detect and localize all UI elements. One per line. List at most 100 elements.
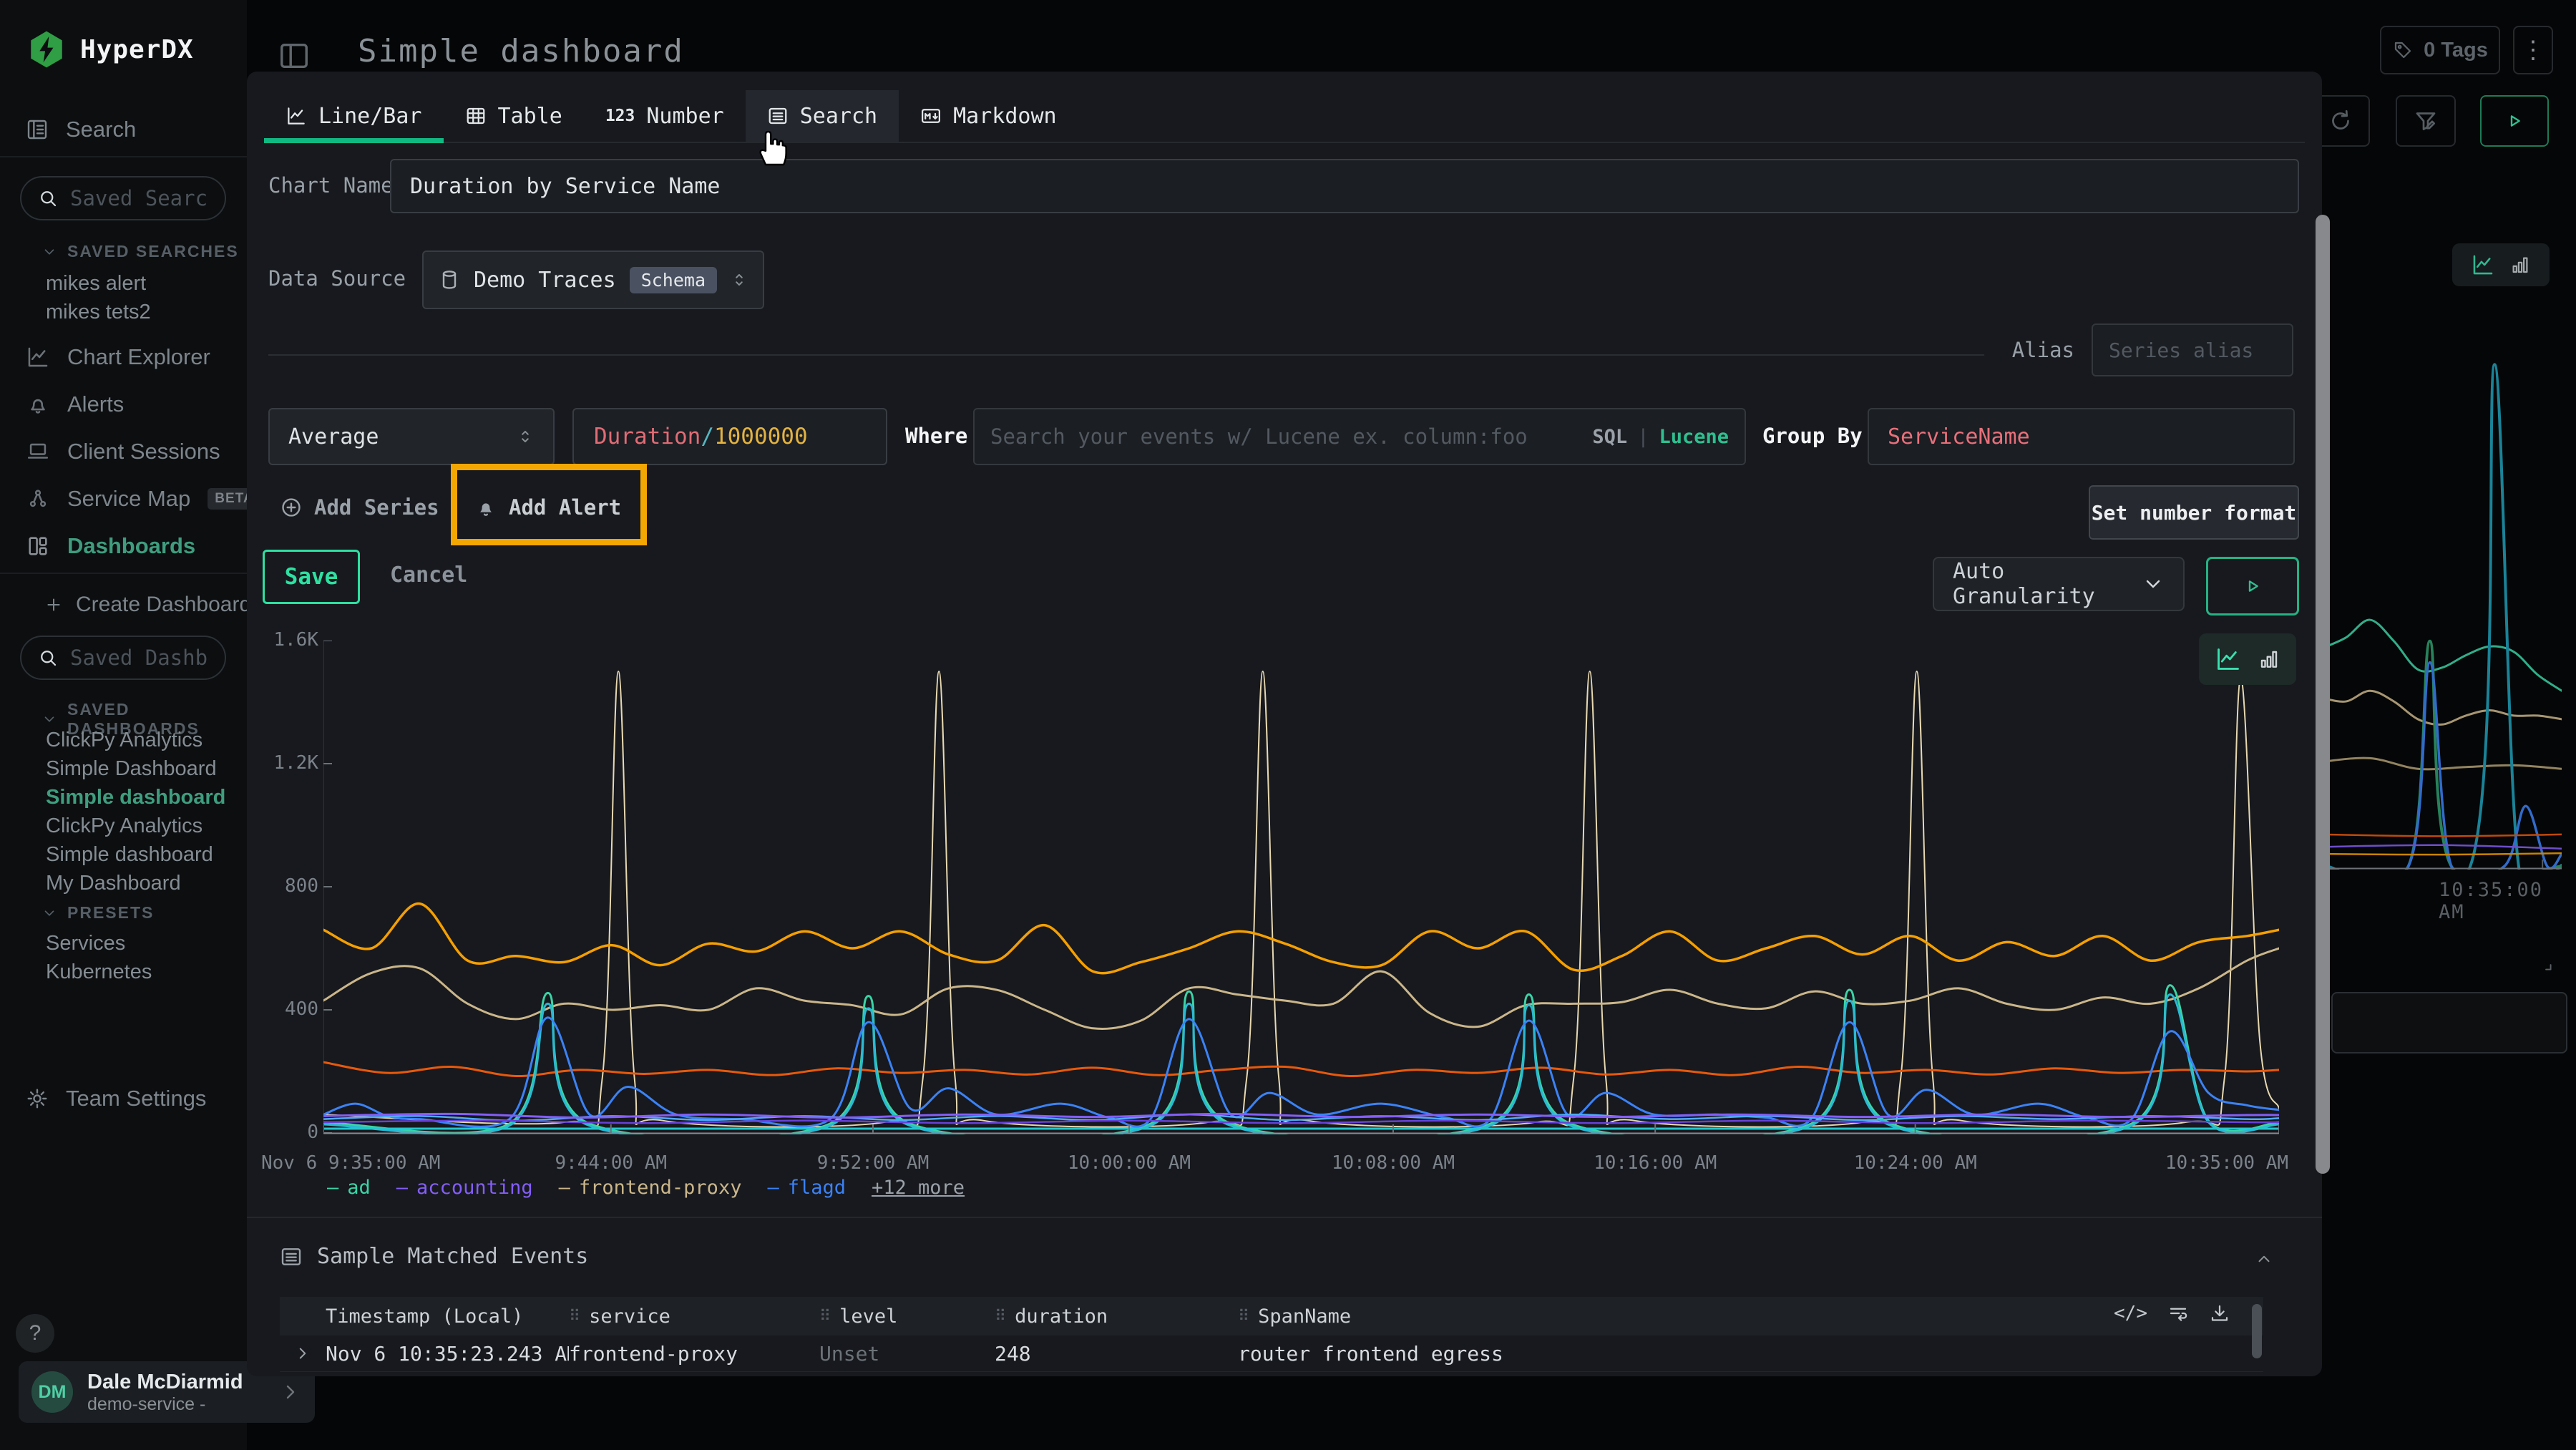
- add-series-button[interactable]: Add Series: [280, 495, 439, 520]
- sidebar-list-item[interactable]: Services: [46, 932, 126, 955]
- sidebar-list-item[interactable]: My Dashboard: [46, 872, 181, 895]
- tab-table[interactable]: Table: [444, 90, 584, 142]
- sidebar-item-service-map[interactable]: Service Map BETA: [26, 475, 261, 522]
- legend-item[interactable]: — ad: [327, 1177, 371, 1199]
- sidebar-list-item[interactable]: Kubernetes: [46, 960, 152, 983]
- drag-handle-icon[interactable]: ⠿: [819, 1307, 831, 1325]
- drag-handle-icon[interactable]: ⠿: [1238, 1307, 1250, 1325]
- table-scrollbar[interactable]: [2252, 1304, 2262, 1358]
- where-search-input[interactable]: Search your events w/ Lucene ex. column:…: [973, 408, 1746, 465]
- column-header[interactable]: Timestamp (Local): [326, 1305, 524, 1328]
- sidebar-item-client-sessions[interactable]: Client Sessions: [26, 428, 261, 475]
- data-source-select[interactable]: Demo Traces Schema: [422, 250, 764, 309]
- presets-section-label[interactable]: PRESETS: [42, 903, 154, 923]
- background-search-input[interactable]: [2331, 992, 2567, 1054]
- sidebar-list-item[interactable]: ClickPy Analytics: [46, 729, 203, 751]
- background-chart-type-toggle[interactable]: [2452, 243, 2550, 286]
- sidebar-list-item[interactable]: mikes alert: [46, 272, 147, 295]
- saved-dashboards-input[interactable]: Saved Dashboards: [20, 636, 226, 680]
- chart-type-toggle[interactable]: [2199, 633, 2296, 685]
- series-alias-input[interactable]: Series alias: [2092, 323, 2293, 376]
- drag-handle-icon[interactable]: ⠿: [995, 1307, 1007, 1325]
- user-subtitle: demo-service -: [87, 1393, 206, 1414]
- more-menu-button[interactable]: ⋮: [2513, 26, 2553, 74]
- aggregation-select[interactable]: Average: [268, 408, 555, 465]
- cancel-button[interactable]: Cancel: [390, 562, 468, 588]
- legend-more-link[interactable]: +12 more: [872, 1177, 965, 1199]
- sidebar-item-dashboards[interactable]: Dashboards: [26, 522, 261, 570]
- brand-name: HyperDX: [80, 34, 194, 64]
- plus-icon: [44, 595, 63, 614]
- field-expression-input[interactable]: Duration/1000000: [572, 408, 887, 465]
- chart-icon: [286, 105, 307, 127]
- granularity-select[interactable]: Auto Granularity: [1933, 557, 2185, 611]
- sidebar-list-item[interactable]: Simple dashboard: [46, 843, 213, 866]
- duration-line-chart[interactable]: [323, 641, 2279, 1134]
- sidebar-item-chart-explorer[interactable]: Chart Explorer: [26, 334, 261, 381]
- wrap-lines-icon[interactable]: [2167, 1303, 2189, 1324]
- play-icon: [2241, 575, 2264, 598]
- help-button[interactable]: ?: [16, 1314, 54, 1353]
- chart-name-input[interactable]: Duration by Service Name: [390, 159, 2299, 213]
- chart-name-label: Chart Name: [268, 173, 394, 198]
- column-header[interactable]: ⠿ level: [819, 1305, 898, 1328]
- schema-badge[interactable]: Schema: [629, 266, 717, 293]
- modal-scrollbar[interactable]: [2316, 215, 2330, 1174]
- tab-number[interactable]: 123 Number: [605, 103, 724, 129]
- tags-button[interactable]: 0 Tags: [2380, 26, 2500, 74]
- sidebar-item-team-settings[interactable]: Team Settings: [26, 1075, 206, 1122]
- legend-item[interactable]: — flagd: [767, 1177, 846, 1199]
- expand-chevron-icon[interactable]: [280, 1344, 326, 1363]
- sidebar-item-search[interactable]: Search: [26, 106, 136, 153]
- sidebar-list-item[interactable]: Simple Dashboard: [46, 757, 217, 780]
- add-alert-button[interactable]: Add Alert: [474, 495, 621, 520]
- download-icon[interactable]: [2209, 1303, 2230, 1324]
- column-header[interactable]: ⠿ duration: [995, 1305, 1108, 1328]
- legend-item[interactable]: — frontend-proxy: [558, 1177, 742, 1199]
- filter-button[interactable]: [2396, 95, 2456, 147]
- drag-handle-icon[interactable]: ⠿: [569, 1307, 581, 1325]
- tab-markdown[interactable]: Markdown: [899, 90, 1078, 142]
- list-icon: [280, 1245, 303, 1268]
- run-query-button[interactable]: [2206, 557, 2299, 615]
- sidebar-item-alerts[interactable]: Alerts: [26, 381, 261, 428]
- column-header[interactable]: ⠿ service: [569, 1305, 670, 1328]
- page-title[interactable]: Simple dashboard: [358, 33, 684, 69]
- live-play-button[interactable]: [2480, 95, 2549, 147]
- legend-item[interactable]: — accounting: [396, 1177, 533, 1199]
- sql-mode-toggle[interactable]: SQL: [1592, 425, 1628, 448]
- y-axis-tick-label: 800: [285, 875, 318, 897]
- sidebar-toggle-button[interactable]: [278, 39, 311, 72]
- chevron-down-icon: [42, 905, 57, 921]
- line-chart-icon[interactable]: [2215, 646, 2242, 673]
- bar-chart-icon[interactable]: [2509, 254, 2531, 276]
- bar-chart-icon[interactable]: [2258, 648, 2280, 671]
- set-number-format-button[interactable]: Set number format: [2089, 485, 2299, 540]
- create-dashboard-button[interactable]: Create Dashboard: [44, 581, 251, 628]
- sidebar-list-item[interactable]: mikes tets2: [46, 301, 151, 323]
- brand[interactable]: HyperDX: [26, 29, 194, 70]
- collapse-chevron-icon[interactable]: [2255, 1250, 2273, 1268]
- sample-events-header[interactable]: Sample Matched Events: [280, 1244, 588, 1269]
- saved-dashboards-section-label[interactable]: SAVED DASHBOARDS: [42, 700, 247, 739]
- group-by-input[interactable]: ServiceName: [1868, 408, 2295, 465]
- sidebar-list-item[interactable]: Simple dashboard: [46, 786, 226, 809]
- column-header[interactable]: ⠿ SpanName: [1238, 1305, 1352, 1328]
- sample-events-table: Timestamp (Local) ⠿ service ⠿ level ⠿ duration…: [280, 1297, 2263, 1376]
- table-row[interactable]: Nov 6 10:35:23.243 AM frontend-proxy Uns…: [280, 1372, 2263, 1376]
- where-label: Where: [905, 424, 968, 448]
- user-menu[interactable]: DM Dale McDiarmid demo-service -: [19, 1361, 315, 1423]
- laptop-icon: [26, 439, 50, 464]
- md-icon: [920, 105, 942, 127]
- resize-handle-icon[interactable]: [2536, 955, 2555, 973]
- table-row[interactable]: Nov 6 10:35:23.243 AM frontend-proxy Uns…: [280, 1335, 2263, 1372]
- line-chart-icon[interactable]: [2471, 253, 2495, 277]
- sidebar-list-item[interactable]: ClickPy Analytics: [46, 814, 203, 837]
- save-button[interactable]: Save: [263, 550, 360, 604]
- code-icon[interactable]: </>: [2114, 1303, 2147, 1324]
- tab-line-bar[interactable]: Line/Bar: [264, 90, 444, 143]
- x-axis-tick-label: 10:00:00 AM: [1067, 1152, 1191, 1174]
- saved-searches-input[interactable]: Saved Searches: [20, 176, 226, 220]
- saved-searches-section-label[interactable]: SAVED SEARCHES: [42, 242, 239, 261]
- lucene-mode-toggle[interactable]: Lucene: [1659, 425, 1729, 448]
